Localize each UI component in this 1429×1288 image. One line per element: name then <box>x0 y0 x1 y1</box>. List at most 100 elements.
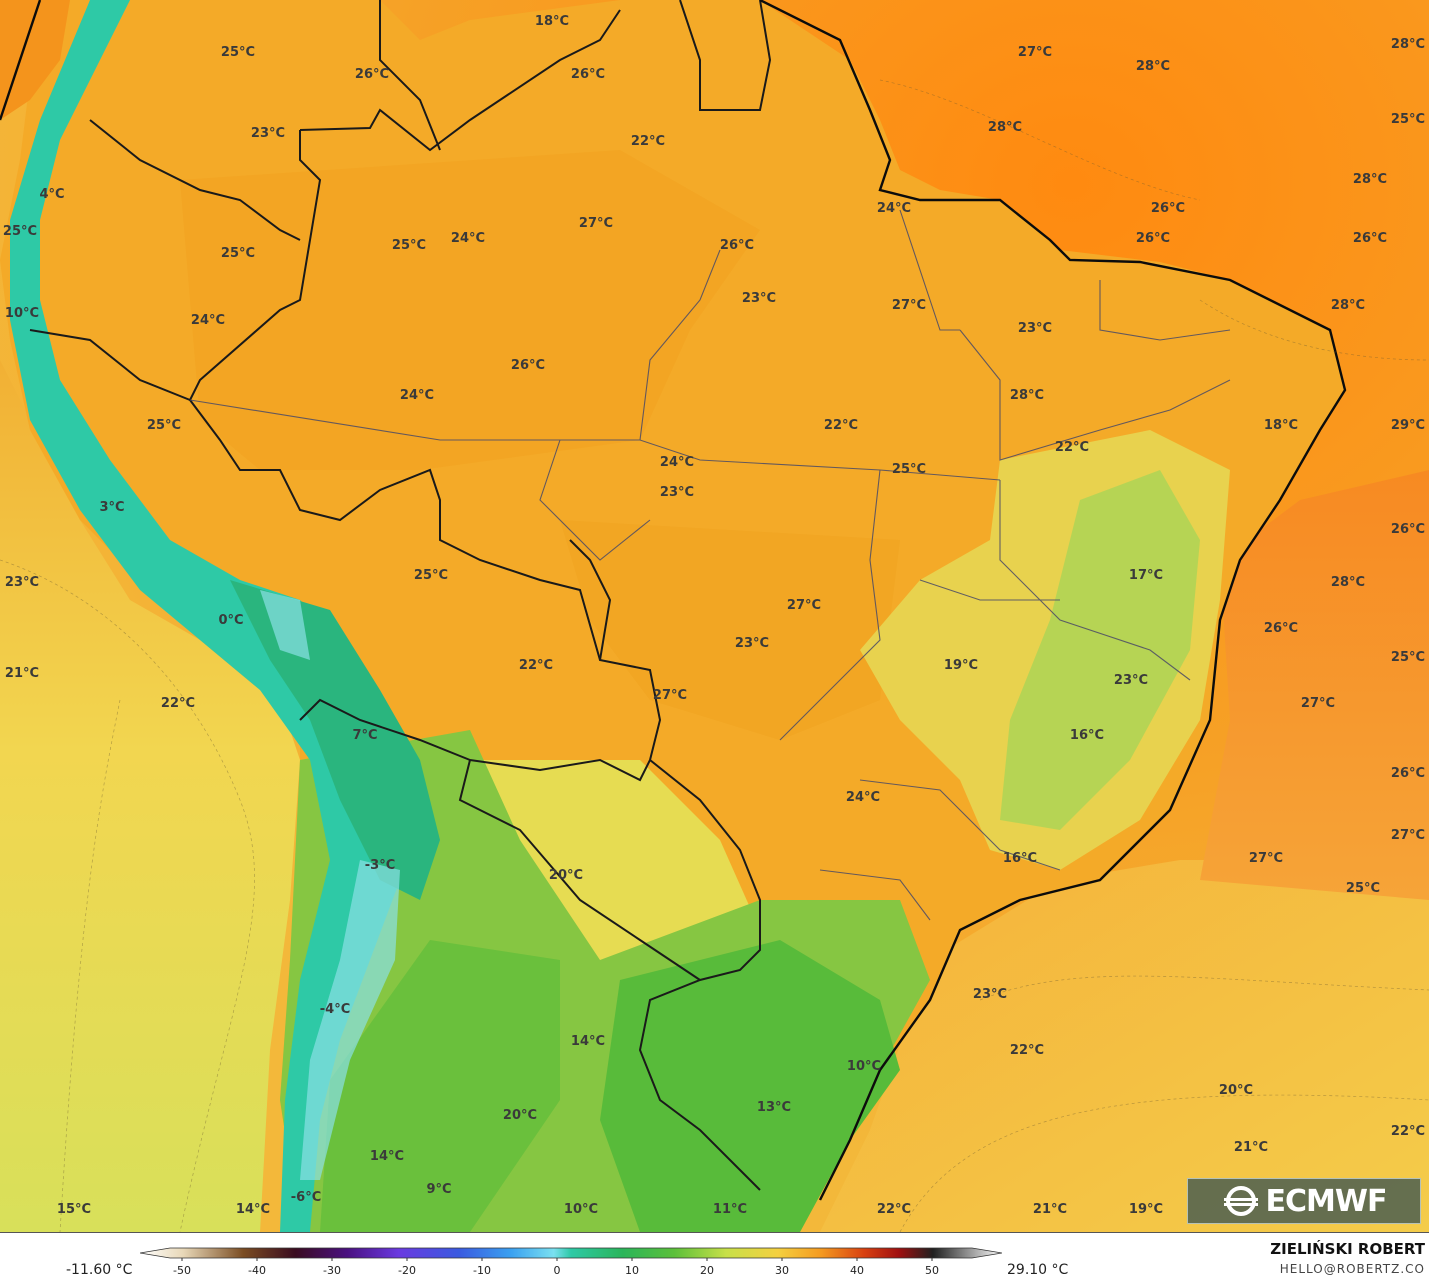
andes-snow-north <box>260 590 310 660</box>
temperature-label: 26°C <box>571 67 605 82</box>
temperature-labels: 18°C 25°C 26°C 26°C 27°C 28°C 28°C 25°C 23°C 22°C… <box>3 14 1425 1217</box>
temperature-label: 26°C <box>1353 231 1387 246</box>
temperature-label: 22°C <box>631 134 665 149</box>
temperature-label: 22°C <box>1055 440 1089 455</box>
temperature-label: 18°C <box>535 14 569 29</box>
temperature-label: 9°C <box>426 1182 451 1197</box>
country-borders <box>29 0 772 1191</box>
temperature-label: 28°C <box>1136 59 1170 74</box>
temperature-label: 23°C <box>1018 321 1052 336</box>
temperature-label: 19°C <box>1129 1202 1163 1217</box>
temperature-label: 7°C <box>352 728 377 743</box>
temperature-label: 22°C <box>824 418 858 433</box>
colorbar-tick-label: 40 <box>850 1264 864 1277</box>
ecmwf-logo: ECMWF <box>1187 1178 1421 1224</box>
temperature-label: 22°C <box>519 658 553 673</box>
temperature-label: 27°C <box>1301 696 1335 711</box>
temperature-label: 21°C <box>1033 1202 1067 1217</box>
temperature-label: 21°C <box>1234 1140 1268 1155</box>
temperature-map: 18°C 25°C 26°C 26°C 27°C 28°C 28°C 25°C 23°C 22°C… <box>0 0 1429 1232</box>
temperature-label: 26°C <box>1264 621 1298 636</box>
temperature-label: 23°C <box>251 126 285 141</box>
colorbar-gradient <box>140 1247 1002 1259</box>
ecmwf-mark-icon <box>1223 1186 1258 1216</box>
temperature-label: 25°C <box>1391 112 1425 127</box>
temperature-label: 10°C <box>847 1059 881 1074</box>
temperature-label: 24°C <box>400 388 434 403</box>
temperature-label: 22°C <box>1010 1043 1044 1058</box>
coastline <box>0 0 1347 1201</box>
temperature-label: 25°C <box>3 224 37 239</box>
temperature-label: 0°C <box>218 613 243 628</box>
temperature-label: 20°C <box>503 1108 537 1123</box>
temperature-label: 13°C <box>757 1100 791 1115</box>
colorbar-tick-label: -50 <box>173 1264 191 1277</box>
colorbar-min-label: -11.60 °C <box>66 1262 133 1278</box>
temperature-label: 16°C <box>1070 728 1104 743</box>
temperature-label: 25°C <box>1346 881 1380 896</box>
temperature-label: 23°C <box>742 291 776 306</box>
temperature-label: 29°C <box>1391 418 1425 433</box>
south-brazil <box>600 940 900 1232</box>
colorbar-tick-label: -30 <box>323 1264 341 1277</box>
colorbar-tick-label: 50 <box>925 1264 939 1277</box>
temperature-label: 26°C <box>355 67 389 82</box>
temperature-label: 26°C <box>511 358 545 373</box>
andes <box>10 0 400 1232</box>
colorbar-tick-label: 10 <box>625 1264 639 1277</box>
temperature-label: 20°C <box>1219 1083 1253 1098</box>
temperature-label: 27°C <box>1249 851 1283 866</box>
author-name: ZIELIŃSKI ROBERT <box>1270 1240 1425 1258</box>
caribbean-corner <box>0 0 70 120</box>
temperature-label: 23°C <box>735 636 769 651</box>
temperature-label: 3°C <box>99 500 124 515</box>
argentina-west <box>320 940 560 1232</box>
footer <box>0 1232 1429 1288</box>
temperature-label: 28°C <box>1353 172 1387 187</box>
isotherms <box>0 79 1429 1232</box>
temperature-label: 25°C <box>221 45 255 60</box>
temperature-label: 25°C <box>1391 650 1425 665</box>
temperature-label: 25°C <box>892 462 926 477</box>
logo-text: ECMWF <box>1265 1183 1388 1219</box>
temperature-label: 27°C <box>892 298 926 313</box>
temperature-label: 23°C <box>1114 673 1148 688</box>
temperature-label: 23°C <box>660 485 694 500</box>
temperature-label: 25°C <box>414 568 448 583</box>
author-credit: ZIELIŃSKI ROBERT HELLO@ROBERTZ.CO <box>1270 1240 1425 1276</box>
colorbar-ticks: -50 -40 -30 -20 -10 0 10 20 30 40 50 <box>173 1258 939 1277</box>
temperature-label: 22°C <box>877 1202 911 1217</box>
colorbar-tick-label: -10 <box>473 1264 491 1277</box>
temperature-label: 22°C <box>161 696 195 711</box>
temperature-label: 10°C <box>5 306 39 321</box>
temperature-label: 28°C <box>1391 37 1425 52</box>
temperature-label: 14°C <box>236 1202 270 1217</box>
temperature-label: 27°C <box>653 688 687 703</box>
temperature-label: -4°C <box>320 1002 350 1017</box>
temperature-label: 24°C <box>451 231 485 246</box>
temperature-label: 22°C <box>1391 1124 1425 1139</box>
temperature-label: 26°C <box>1151 201 1185 216</box>
temperature-label: 27°C <box>1391 828 1425 843</box>
temperature-label: -3°C <box>365 858 395 873</box>
colorbar-tick-label: 20 <box>700 1264 714 1277</box>
temperature-label: 26°C <box>1391 522 1425 537</box>
colorbar-tick-label: -40 <box>248 1264 266 1277</box>
temperature-label: 24°C <box>877 201 911 216</box>
temperature-label: 25°C <box>147 418 181 433</box>
temperature-label: 25°C <box>392 238 426 253</box>
temperature-label: 27°C <box>579 216 613 231</box>
east-atlantic <box>1200 470 1429 900</box>
temperature-label: 16°C <box>1003 851 1037 866</box>
temperature-label: 24°C <box>191 313 225 328</box>
south-atlantic <box>820 860 1429 1232</box>
state-borders <box>189 209 1231 921</box>
temperature-label: 26°C <box>720 238 754 253</box>
temperature-label: 28°C <box>988 120 1022 135</box>
temperature-label: 24°C <box>846 790 880 805</box>
temperature-label: 11°C <box>713 1202 747 1217</box>
temperature-label: 25°C <box>221 246 255 261</box>
colorbar-tick-label: -20 <box>398 1264 416 1277</box>
chaco-region <box>470 760 760 980</box>
temperature-label: 27°C <box>1018 45 1052 60</box>
